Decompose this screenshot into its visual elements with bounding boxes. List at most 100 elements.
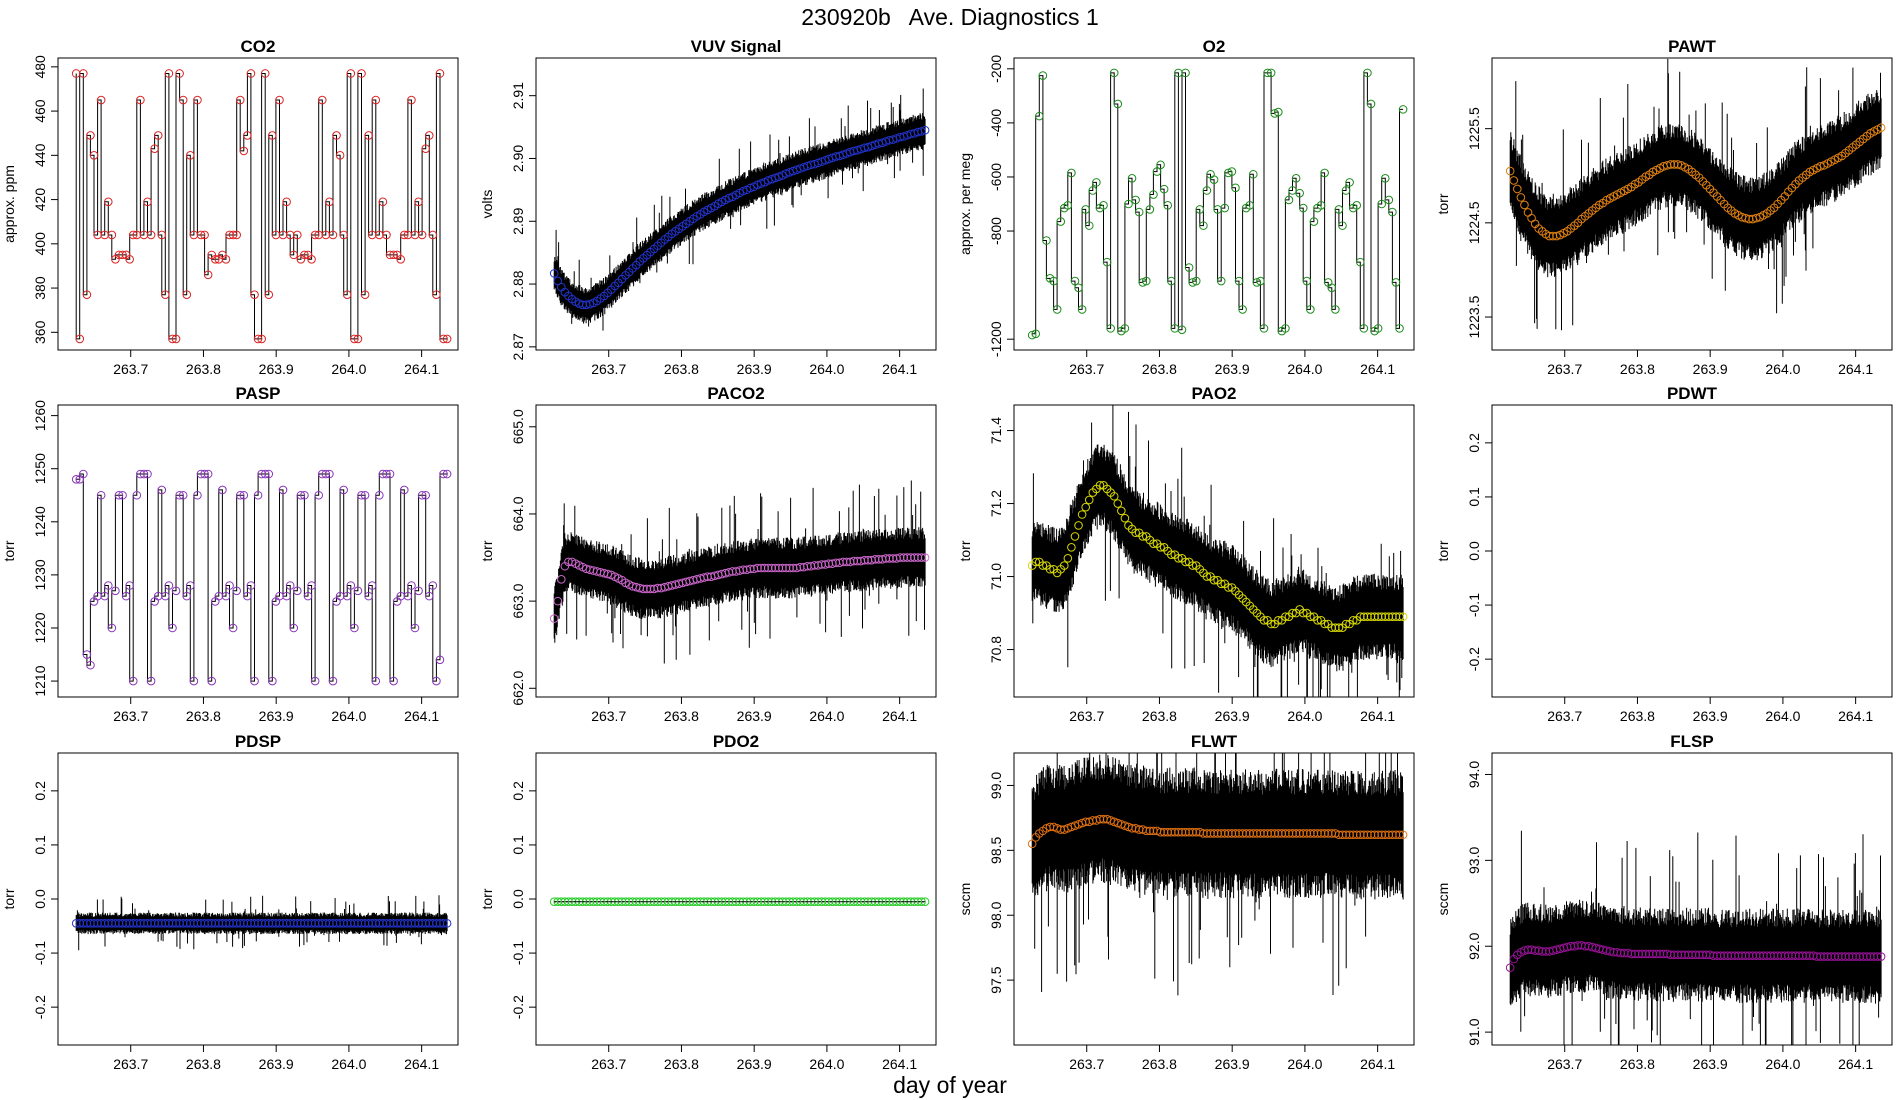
data-point — [300, 490, 309, 500]
data-point — [171, 334, 181, 344]
data-point — [774, 172, 784, 181]
y-tick-label: 1224.5 — [1466, 201, 1482, 244]
y-tick-label: 94.0 — [1466, 761, 1482, 788]
data-point — [1138, 532, 1148, 541]
x-tick-label: 263.8 — [664, 1056, 699, 1072]
data-point — [1156, 543, 1165, 552]
x-tick-label: 264.0 — [809, 361, 844, 377]
data-point — [424, 591, 434, 601]
panel-frame — [1491, 404, 1893, 698]
data-point — [1263, 68, 1272, 78]
data-point — [428, 581, 438, 590]
data-point — [186, 151, 195, 160]
data-point — [1320, 168, 1329, 178]
x-tick-label: 263.9 — [737, 708, 772, 724]
x-tick-label: 263.9 — [737, 1056, 772, 1072]
data-point — [285, 581, 295, 590]
y-axis-label: torr — [1, 540, 17, 561]
plot-area — [1027, 753, 1408, 996]
data-point — [1035, 111, 1044, 121]
x-tick-label: 264.1 — [882, 1056, 917, 1072]
data-point — [228, 230, 238, 240]
x-tick-label: 263.8 — [1142, 361, 1177, 377]
data-point — [307, 255, 316, 264]
y-axis-label: torr — [1, 888, 17, 909]
data-point — [1045, 564, 1055, 574]
y-tick-label: 99.0 — [988, 772, 1004, 799]
y-tick-label: 97.5 — [988, 966, 1004, 993]
data-point — [1876, 952, 1886, 961]
x-tick-label: 263.7 — [591, 1056, 626, 1072]
x-tick-label: 264.0 — [809, 708, 844, 724]
x-tick-label: 263.7 — [591, 708, 626, 724]
y-tick-label: 440 — [32, 143, 48, 167]
y-tick-label: -0.1 — [32, 941, 48, 965]
data-point — [1320, 619, 1329, 629]
data-point — [335, 151, 345, 160]
panel-frame — [1013, 404, 1415, 698]
data-point — [1109, 68, 1119, 78]
y-tick-label: 665.0 — [510, 409, 526, 444]
plot-area — [549, 897, 930, 907]
data-point — [257, 334, 266, 344]
data-point — [403, 591, 413, 601]
data-point — [1341, 619, 1351, 629]
x-tick-label: 263.9 — [1215, 1056, 1250, 1072]
y-tick-label: 1230 — [32, 559, 48, 590]
plot-area — [549, 480, 930, 664]
data-point — [1302, 276, 1312, 286]
x-tick-label: 264.1 — [1360, 361, 1395, 377]
data-point — [1224, 168, 1233, 178]
x-tick-label: 263.7 — [113, 361, 148, 377]
x-tick-label: 264.1 — [1360, 708, 1395, 724]
data-point — [1063, 201, 1073, 210]
y-tick-label: 1240 — [32, 506, 48, 537]
data-point — [186, 581, 195, 590]
data-point — [1027, 330, 1037, 340]
data-point — [268, 676, 277, 686]
data-point — [1345, 178, 1354, 187]
y-tick-label: 480 — [32, 55, 48, 79]
data-point — [917, 897, 926, 907]
data-point — [235, 490, 245, 500]
data-point — [350, 334, 359, 344]
data-point — [417, 230, 427, 240]
y-tick-label: 0.1 — [32, 835, 48, 855]
data-point — [143, 197, 152, 207]
y-tick-label: 664.0 — [510, 496, 526, 531]
x-tick-label: 263.7 — [113, 1056, 148, 1072]
data-point — [303, 591, 313, 601]
data-point — [1188, 561, 1197, 570]
x-tick-label: 264.0 — [1765, 708, 1800, 724]
data-point — [1816, 162, 1825, 171]
y-tick-label: 400 — [32, 232, 48, 256]
data-point — [325, 197, 334, 207]
data-point — [1084, 495, 1094, 505]
data-point — [128, 230, 138, 240]
x-tick-label: 263.8 — [1620, 708, 1655, 724]
y-tick-label: 70.8 — [988, 636, 1004, 663]
data-point — [168, 623, 177, 633]
y-axis-label: approx. per meg — [957, 153, 973, 255]
plot-area — [1027, 68, 1408, 340]
panel-title: PACO2 — [707, 384, 764, 403]
y-tick-label: 1225.5 — [1466, 107, 1482, 150]
data-point — [161, 591, 170, 601]
panel-frame — [1013, 752, 1415, 1046]
panel-frame — [535, 57, 937, 351]
data-point — [1266, 68, 1276, 78]
y-tick-label: 0.1 — [510, 835, 526, 855]
data-point — [1184, 263, 1194, 272]
data-point — [1027, 839, 1037, 849]
data-point — [435, 69, 445, 78]
data-point — [1049, 276, 1058, 286]
data-point — [553, 596, 563, 606]
data-point — [756, 179, 766, 188]
x-tick-label: 263.8 — [1620, 1056, 1655, 1072]
data-point — [282, 197, 291, 207]
y-tick-label: 2.90 — [510, 145, 526, 172]
data-point — [225, 581, 234, 590]
data-point — [435, 655, 445, 665]
y-tick-label: 380 — [32, 276, 48, 300]
data-point — [920, 553, 930, 562]
